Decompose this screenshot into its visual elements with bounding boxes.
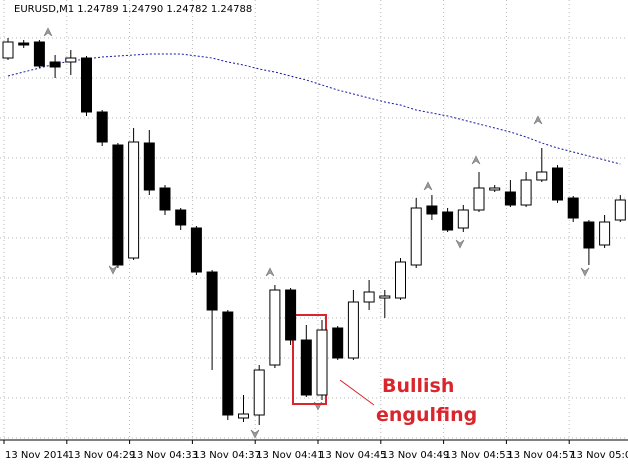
candle-body <box>206 271 218 311</box>
candle-body <box>442 211 454 231</box>
candle-body <box>332 327 344 359</box>
candle-body <box>347 301 359 359</box>
candle-body <box>65 57 77 63</box>
x-tick-label: 13 Nov 04:29 <box>68 450 135 461</box>
candle-body <box>2 41 14 59</box>
candle-body <box>599 221 611 246</box>
x-tick-label: 13 Nov 04:33 <box>131 450 198 461</box>
candle-body <box>238 413 249 419</box>
annotation-text: Bullish <box>382 375 454 397</box>
candle-body <box>143 142 155 191</box>
moving-average <box>7 53 621 165</box>
x-tick-label: 13 Nov 04:45 <box>319 450 386 461</box>
candle-body <box>285 289 297 341</box>
candle-body <box>112 144 124 266</box>
candle-body <box>504 191 516 206</box>
candle-body <box>300 339 312 396</box>
x-tick-label: 13 Nov 04:49 <box>382 450 449 461</box>
candle-body <box>536 171 548 181</box>
candle-body <box>567 197 579 219</box>
candle-body <box>159 187 171 211</box>
candle-body <box>426 205 438 215</box>
candle-body <box>18 42 30 46</box>
candle-body <box>379 295 391 299</box>
annotation-pointer <box>339 379 375 406</box>
candle-body <box>520 179 532 206</box>
candle-body <box>583 221 595 249</box>
x-tick-label: 13 Nov 2014 <box>5 450 69 461</box>
x-tick-label: 13 Nov 05:01 <box>570 450 628 461</box>
candle-body <box>363 291 375 303</box>
grid <box>0 0 628 440</box>
candle-body <box>253 369 265 416</box>
x-tick-label: 13 Nov 04:41 <box>256 450 323 461</box>
x-tick-label: 13 Nov 04:57 <box>507 450 574 461</box>
candle-body <box>222 311 234 416</box>
candle-body <box>128 141 140 259</box>
annotation-text: engulfing <box>376 404 477 426</box>
candle-body <box>489 187 501 191</box>
x-tick-label: 13 Nov 04:37 <box>193 450 260 461</box>
candle-body <box>552 167 563 201</box>
x-tick-label: 13 Nov 04:53 <box>445 450 512 461</box>
candle-body <box>410 207 422 266</box>
candle-body <box>33 41 45 67</box>
candle-body <box>190 227 202 273</box>
candle-body <box>49 61 61 68</box>
chart-title: EURUSD,M1 1.24789 1.24790 1.24782 1.2478… <box>14 4 252 15</box>
candle-body <box>316 329 328 396</box>
candle-body <box>96 111 108 143</box>
candle-body <box>81 57 92 113</box>
candle-body <box>473 187 485 211</box>
candle-body <box>269 289 281 366</box>
candle-body <box>457 209 469 229</box>
candle-body <box>395 261 406 299</box>
candle-body <box>614 199 626 221</box>
candle-body <box>175 209 187 226</box>
